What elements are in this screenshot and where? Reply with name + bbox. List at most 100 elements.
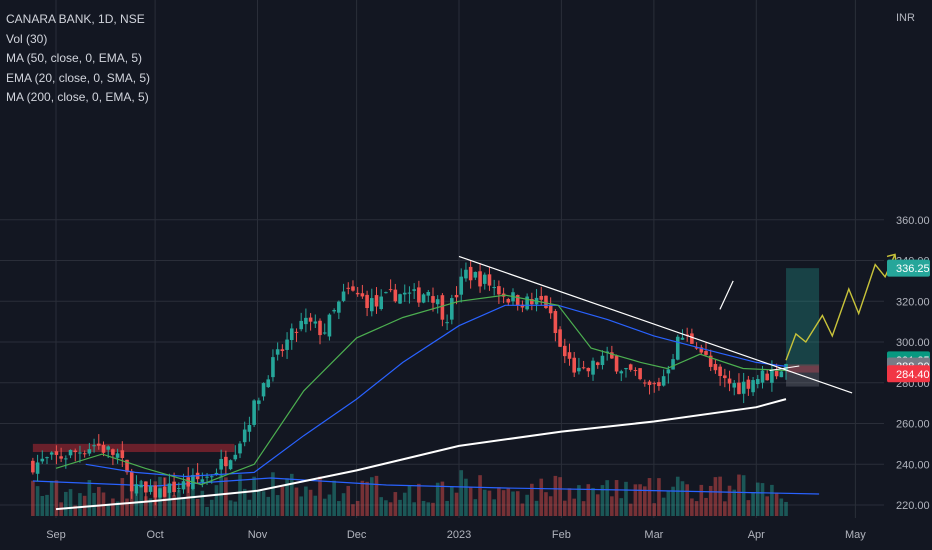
- volume-bar: [327, 494, 332, 516]
- volume-bar: [487, 490, 492, 516]
- volume-bar: [539, 478, 544, 516]
- y-tick-label: 300.00: [896, 337, 930, 349]
- volume-bar: [478, 475, 482, 516]
- candle-body: [360, 293, 365, 297]
- volume-bar: [605, 480, 609, 516]
- volume-bar: [304, 486, 308, 516]
- candle-body: [139, 484, 143, 488]
- volume-bar: [746, 500, 751, 516]
- candle-body: [737, 382, 741, 395]
- volume-bar: [459, 470, 464, 516]
- zones: [32, 268, 820, 453]
- volume-bar: [238, 474, 242, 516]
- candle-body: [572, 357, 577, 373]
- candle-body: [337, 301, 341, 313]
- grid-lines: [0, 0, 884, 518]
- volume-bar: [379, 497, 384, 516]
- y-tick-label: 360.00: [896, 215, 930, 227]
- candle-body: [172, 481, 176, 493]
- volume-bar: [426, 502, 431, 516]
- trendline: [458, 255, 853, 394]
- y-tick-label: 320.00: [896, 296, 930, 308]
- candle-body: [779, 371, 784, 378]
- volume-bar: [417, 483, 421, 516]
- candle-body: [468, 266, 473, 281]
- candle-body: [355, 292, 360, 295]
- candle-body: [379, 296, 384, 310]
- candle-body: [31, 460, 35, 473]
- candle-body: [558, 329, 562, 347]
- volume-bar: [176, 490, 181, 516]
- price-axis[interactable]: INR220.00240.00260.00280.00300.00320.003…: [887, 12, 930, 512]
- volume-bar: [530, 483, 534, 516]
- candle-body: [412, 289, 416, 291]
- volume-bar: [275, 495, 280, 516]
- candle-body: [365, 294, 369, 309]
- volume-bar: [708, 485, 713, 516]
- candle-body: [304, 317, 308, 325]
- legend-symbol[interactable]: CANARA BANK, 1D, NSE: [6, 12, 145, 26]
- volume-bar: [755, 482, 760, 516]
- candle-body: [341, 291, 346, 301]
- volume-bar: [242, 488, 247, 516]
- price-badge-label: 284.40: [896, 369, 930, 381]
- legend-vol[interactable]: Vol (30): [6, 31, 48, 46]
- candle-body: [727, 378, 732, 384]
- candle-body: [219, 458, 223, 470]
- candle-body: [426, 292, 431, 296]
- volume-bar: [31, 480, 35, 516]
- time-axis[interactable]: Sep Oct Nov Dec 2023 Feb Mar Apr May: [46, 529, 866, 541]
- candle-body: [92, 445, 96, 447]
- candle-body: [666, 369, 671, 374]
- candle-body: [624, 368, 628, 370]
- volume-bar: [614, 480, 619, 516]
- candle-body: [49, 452, 54, 455]
- candle-body: [59, 456, 63, 459]
- candle-body: [760, 370, 765, 383]
- volume-bar: [544, 492, 548, 516]
- x-tick-label: Sep: [46, 529, 66, 541]
- volume-bar: [96, 486, 101, 516]
- volume-bar: [271, 472, 275, 516]
- candle-body: [464, 269, 468, 279]
- candle-body: [40, 458, 45, 462]
- candle-body: [115, 453, 120, 458]
- ema20-line: [55, 294, 787, 486]
- volume-bar: [200, 490, 205, 516]
- candle-body: [125, 459, 129, 473]
- legend-ma50[interactable]: MA (50, close, 0, EMA, 5): [6, 51, 143, 65]
- volume-bar: [402, 492, 407, 516]
- volume-bar: [369, 477, 374, 516]
- volume-bar: [285, 478, 289, 516]
- candle-body: [680, 337, 685, 340]
- candle-body: [553, 311, 558, 334]
- volume-bar: [690, 498, 694, 516]
- volume-bar: [591, 487, 595, 516]
- legend-ma200[interactable]: MA (200, close, 0, EMA, 5): [6, 90, 149, 104]
- candle-body: [454, 294, 459, 298]
- volume-bar: [666, 490, 671, 516]
- candle-body: [577, 367, 581, 372]
- volume-bar: [558, 477, 562, 516]
- volume-bar: [553, 475, 558, 516]
- volume-bar: [445, 500, 449, 516]
- legend-ema20[interactable]: EMA (20, close, 0, SMA, 5): [6, 70, 151, 85]
- volume-bar: [421, 500, 426, 516]
- candle-body: [299, 320, 303, 330]
- candle-body: [610, 352, 614, 359]
- candle-body: [690, 333, 694, 344]
- volume-bar: [289, 473, 294, 516]
- volume-bar: [224, 477, 228, 516]
- volume-bar: [388, 502, 393, 516]
- candle-body: [718, 366, 722, 376]
- candle-body: [78, 452, 82, 454]
- x-tick-label: May: [845, 529, 866, 541]
- volume-bar: [125, 498, 129, 516]
- candle-body: [440, 295, 445, 320]
- candle-body: [732, 383, 737, 388]
- candle-body: [431, 296, 435, 303]
- volume-bar: [619, 498, 624, 516]
- candle-body: [308, 317, 313, 322]
